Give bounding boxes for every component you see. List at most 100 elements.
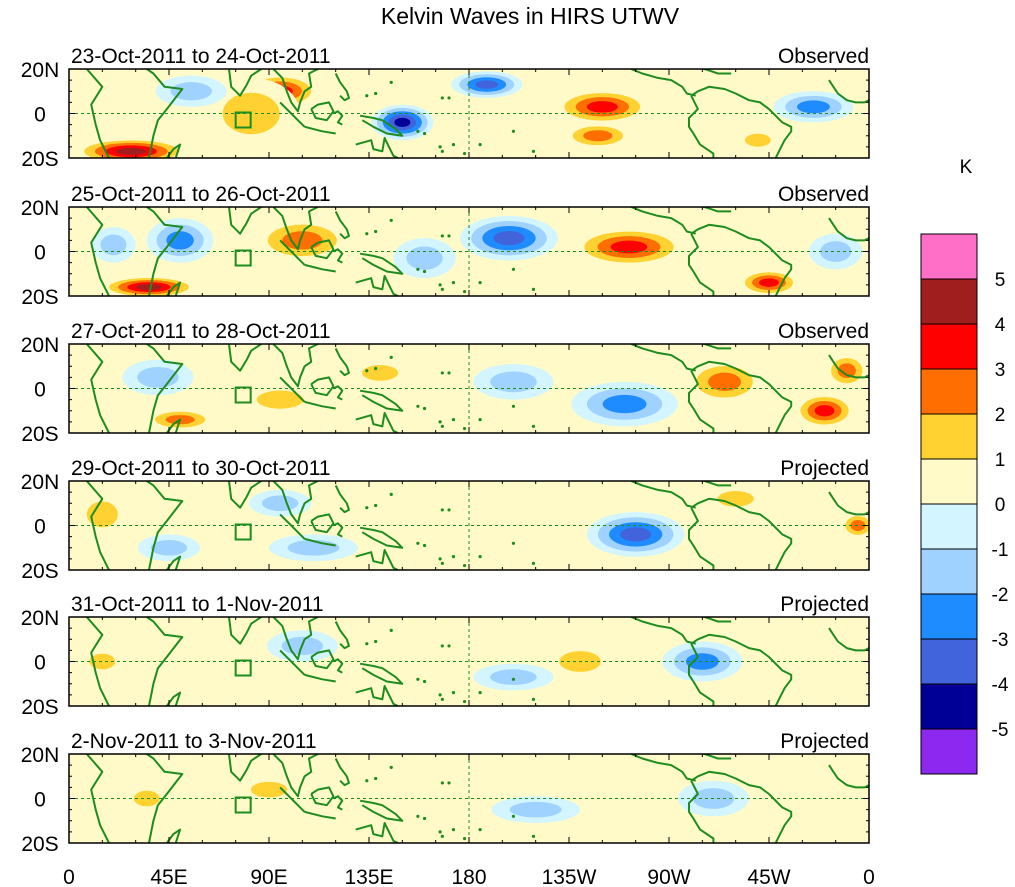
island (451, 828, 456, 832)
island (511, 404, 516, 408)
coastline (630, 207, 696, 235)
coastline (304, 810, 336, 820)
coastline (359, 526, 404, 549)
panel: 20N 0 20S 31-Oct-2011 to 1-Nov-2011 Projecte… (21, 593, 870, 719)
island (462, 289, 467, 294)
anomaly-field (69, 617, 869, 710)
coastline (310, 513, 335, 534)
anomaly-blob (475, 80, 499, 89)
island (440, 287, 444, 291)
island (511, 267, 516, 271)
coastline (688, 643, 715, 706)
island (440, 644, 444, 648)
anomaly-blob (610, 240, 648, 254)
anomaly-blob (602, 394, 647, 414)
island (447, 371, 451, 375)
coastline (700, 69, 732, 75)
island (365, 369, 369, 373)
colorbar-swatch (920, 503, 978, 550)
anomaly-blob (583, 130, 613, 142)
island (447, 234, 451, 238)
x-tick-label: 45E (150, 866, 187, 887)
island (389, 80, 393, 84)
coastline (630, 344, 696, 372)
coastline (359, 662, 404, 685)
colorbar-label: -4 (992, 675, 1009, 696)
chart-title: Kelvin Waves in HIRS UTWV (381, 3, 680, 29)
island (478, 828, 482, 832)
colorbar-unit: K (960, 157, 973, 178)
anomaly-blob (717, 491, 754, 507)
island (462, 836, 467, 841)
coastline (630, 617, 696, 645)
island (416, 404, 420, 408)
colorbar-label: -2 (992, 585, 1009, 606)
region-box (234, 111, 252, 129)
island (365, 642, 369, 646)
coastline (279, 239, 306, 266)
coastline (165, 555, 182, 570)
anomaly-blob (287, 539, 340, 556)
anomaly-field (69, 207, 869, 296)
region-box (234, 386, 252, 404)
coastline (688, 507, 715, 570)
island (451, 281, 456, 285)
island (462, 426, 467, 431)
island (438, 557, 442, 561)
anomaly-blob (744, 133, 771, 147)
anomaly-blob (394, 117, 411, 128)
island (447, 508, 451, 512)
coastline (334, 621, 350, 650)
coastline (690, 85, 793, 158)
island (478, 281, 482, 285)
coastline (355, 549, 399, 570)
anomaly-blob (166, 231, 194, 250)
coastline (197, 207, 264, 235)
anomaly-blob (493, 231, 525, 246)
colorbar-swatch (920, 683, 978, 730)
colorbar-swatch (920, 548, 978, 595)
coastline (165, 828, 182, 843)
coastline (332, 795, 344, 811)
coastline (304, 400, 336, 410)
x-tick-label: 45W (747, 866, 790, 887)
coastline (359, 252, 404, 275)
coastline (279, 376, 306, 403)
island (374, 503, 378, 508)
coastline (146, 617, 184, 706)
anomaly-blob (250, 781, 288, 798)
panel-status: Projected (780, 593, 869, 616)
anomaly-blob (116, 147, 147, 155)
anomaly-blob (796, 100, 830, 114)
island (447, 96, 451, 100)
y-tick-label: 0 (34, 516, 46, 539)
y-tick-label: 0 (34, 652, 46, 675)
coastline (828, 627, 869, 652)
anomaly-blob (133, 790, 160, 807)
island (440, 149, 444, 153)
coastline (146, 481, 184, 570)
island (483, 707, 486, 710)
island (440, 424, 444, 428)
coastline (279, 513, 306, 540)
coastline (279, 786, 306, 813)
island (483, 434, 486, 437)
panel-period: 27-Oct-2011 to 28-Oct-2011 (71, 320, 331, 343)
coastline (700, 344, 732, 350)
anomaly-blob (509, 801, 562, 818)
island (511, 677, 516, 681)
island (483, 159, 486, 162)
coastline (332, 385, 344, 401)
island (416, 129, 420, 133)
y-tick-label: 20N (21, 744, 60, 767)
colorbar-swatch (920, 458, 978, 505)
coastline (304, 125, 336, 135)
y-tick-label: 20N (21, 59, 60, 82)
coastline (197, 481, 264, 509)
coastline (700, 481, 732, 487)
panel-period: 25-Oct-2011 to 26-Oct-2011 (71, 183, 331, 206)
coastline (146, 207, 184, 296)
anomaly-blob (89, 653, 116, 670)
y-tick-label: 20S (21, 286, 58, 309)
